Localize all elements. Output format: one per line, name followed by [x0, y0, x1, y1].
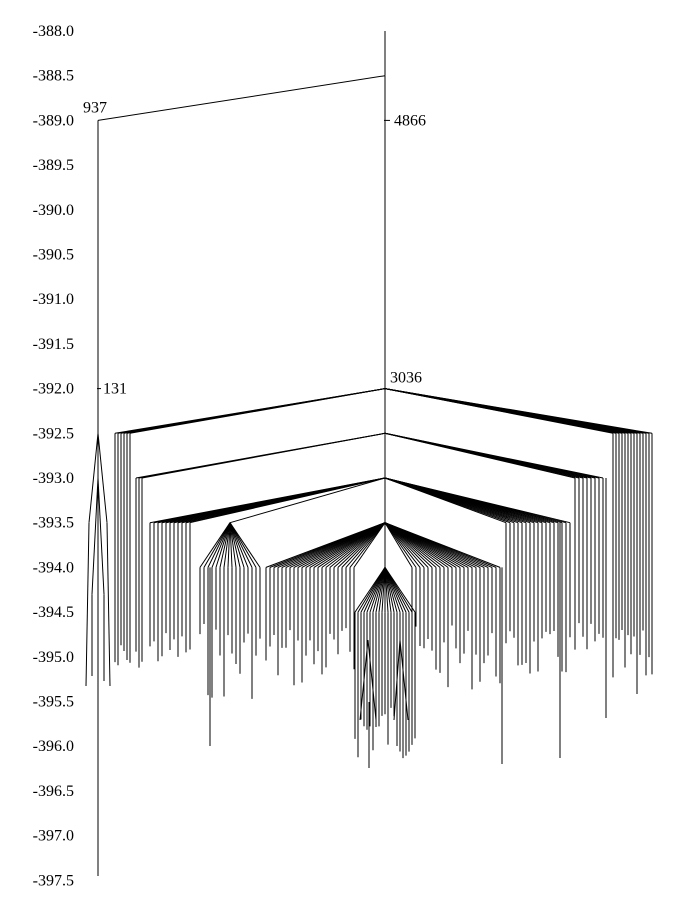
y-tick-label: -390.5 [33, 247, 74, 264]
branch-line [211, 522, 231, 568]
branch-line [229, 477, 386, 524]
branch-line [229, 522, 261, 568]
y-tick-label: -395.0 [33, 649, 74, 666]
y-tick-label: -391.0 [33, 291, 74, 308]
branch-line [85, 522, 90, 687]
branch-line [215, 522, 231, 568]
y-tick-label: -397.0 [33, 828, 74, 845]
y-tick-label: -392.0 [33, 381, 74, 398]
branch-line [229, 522, 245, 568]
branch-line [341, 522, 386, 568]
branch-line [97, 433, 108, 523]
y-tick-label: -389.0 [33, 112, 74, 129]
node-label: 131 [103, 381, 127, 398]
branch-line [384, 567, 416, 613]
branch-line [367, 639, 377, 721]
branch-line [106, 522, 111, 687]
branch-line [88, 433, 99, 523]
branch-line [384, 522, 413, 568]
branch-line [229, 522, 233, 568]
y-tick-label: -394.5 [33, 604, 74, 621]
y-tick-label: -389.5 [33, 157, 74, 174]
y-tick-label: -393.5 [33, 515, 74, 532]
branch-line [399, 639, 409, 721]
y-tick-label: -390.0 [33, 202, 74, 219]
branch-line [223, 522, 231, 568]
node-label: 4866 [394, 112, 426, 129]
branch-line [229, 522, 237, 568]
node-label: 3036 [390, 370, 422, 387]
y-tick-label: -388.5 [33, 68, 74, 85]
branch-line [199, 522, 231, 568]
y-tick-label: -396.5 [33, 783, 74, 800]
branch-line [189, 477, 386, 524]
node-labels: 937 4866 131 3036 [83, 99, 426, 397]
branch-line [384, 522, 501, 568]
y-axis: -388.0 -388.5 -389.0 -389.5 -390.0 -390.5 -391… [33, 23, 74, 889]
y-tick-label: -394.0 [33, 559, 74, 576]
y-tick-label: -388.0 [33, 23, 74, 40]
branch-line [229, 522, 253, 568]
branch-line [384, 522, 421, 568]
branch-line [229, 522, 241, 568]
branch-line [384, 477, 571, 524]
y-tick-label: -397.5 [33, 872, 74, 889]
branch-line [349, 522, 386, 568]
branch-line [141, 432, 386, 479]
branch-line [353, 522, 386, 568]
y-tick-label: -396.0 [33, 738, 74, 755]
branch-line [97, 75, 386, 121]
branch-line [359, 639, 369, 721]
branch-line [345, 522, 386, 568]
branch-line [384, 522, 417, 568]
y-tick-label: -391.5 [33, 336, 74, 353]
y-tick-label: -392.5 [33, 425, 74, 442]
branch-line [203, 522, 231, 568]
branch-line [384, 388, 653, 434]
branch-line [129, 388, 386, 434]
y-tick-label: -395.5 [33, 694, 74, 711]
branch-line [91, 477, 99, 595]
node-label: 937 [83, 99, 107, 116]
branch-line [229, 522, 257, 568]
branch-line [393, 639, 401, 721]
branch-line [219, 522, 231, 568]
branch-line [207, 522, 231, 568]
y-tick-label: -393.0 [33, 470, 74, 487]
branch-line [384, 432, 604, 479]
tree-branches [85, 31, 653, 876]
branch-line [227, 522, 231, 568]
branch-line [97, 477, 105, 595]
branch-line [229, 522, 249, 568]
